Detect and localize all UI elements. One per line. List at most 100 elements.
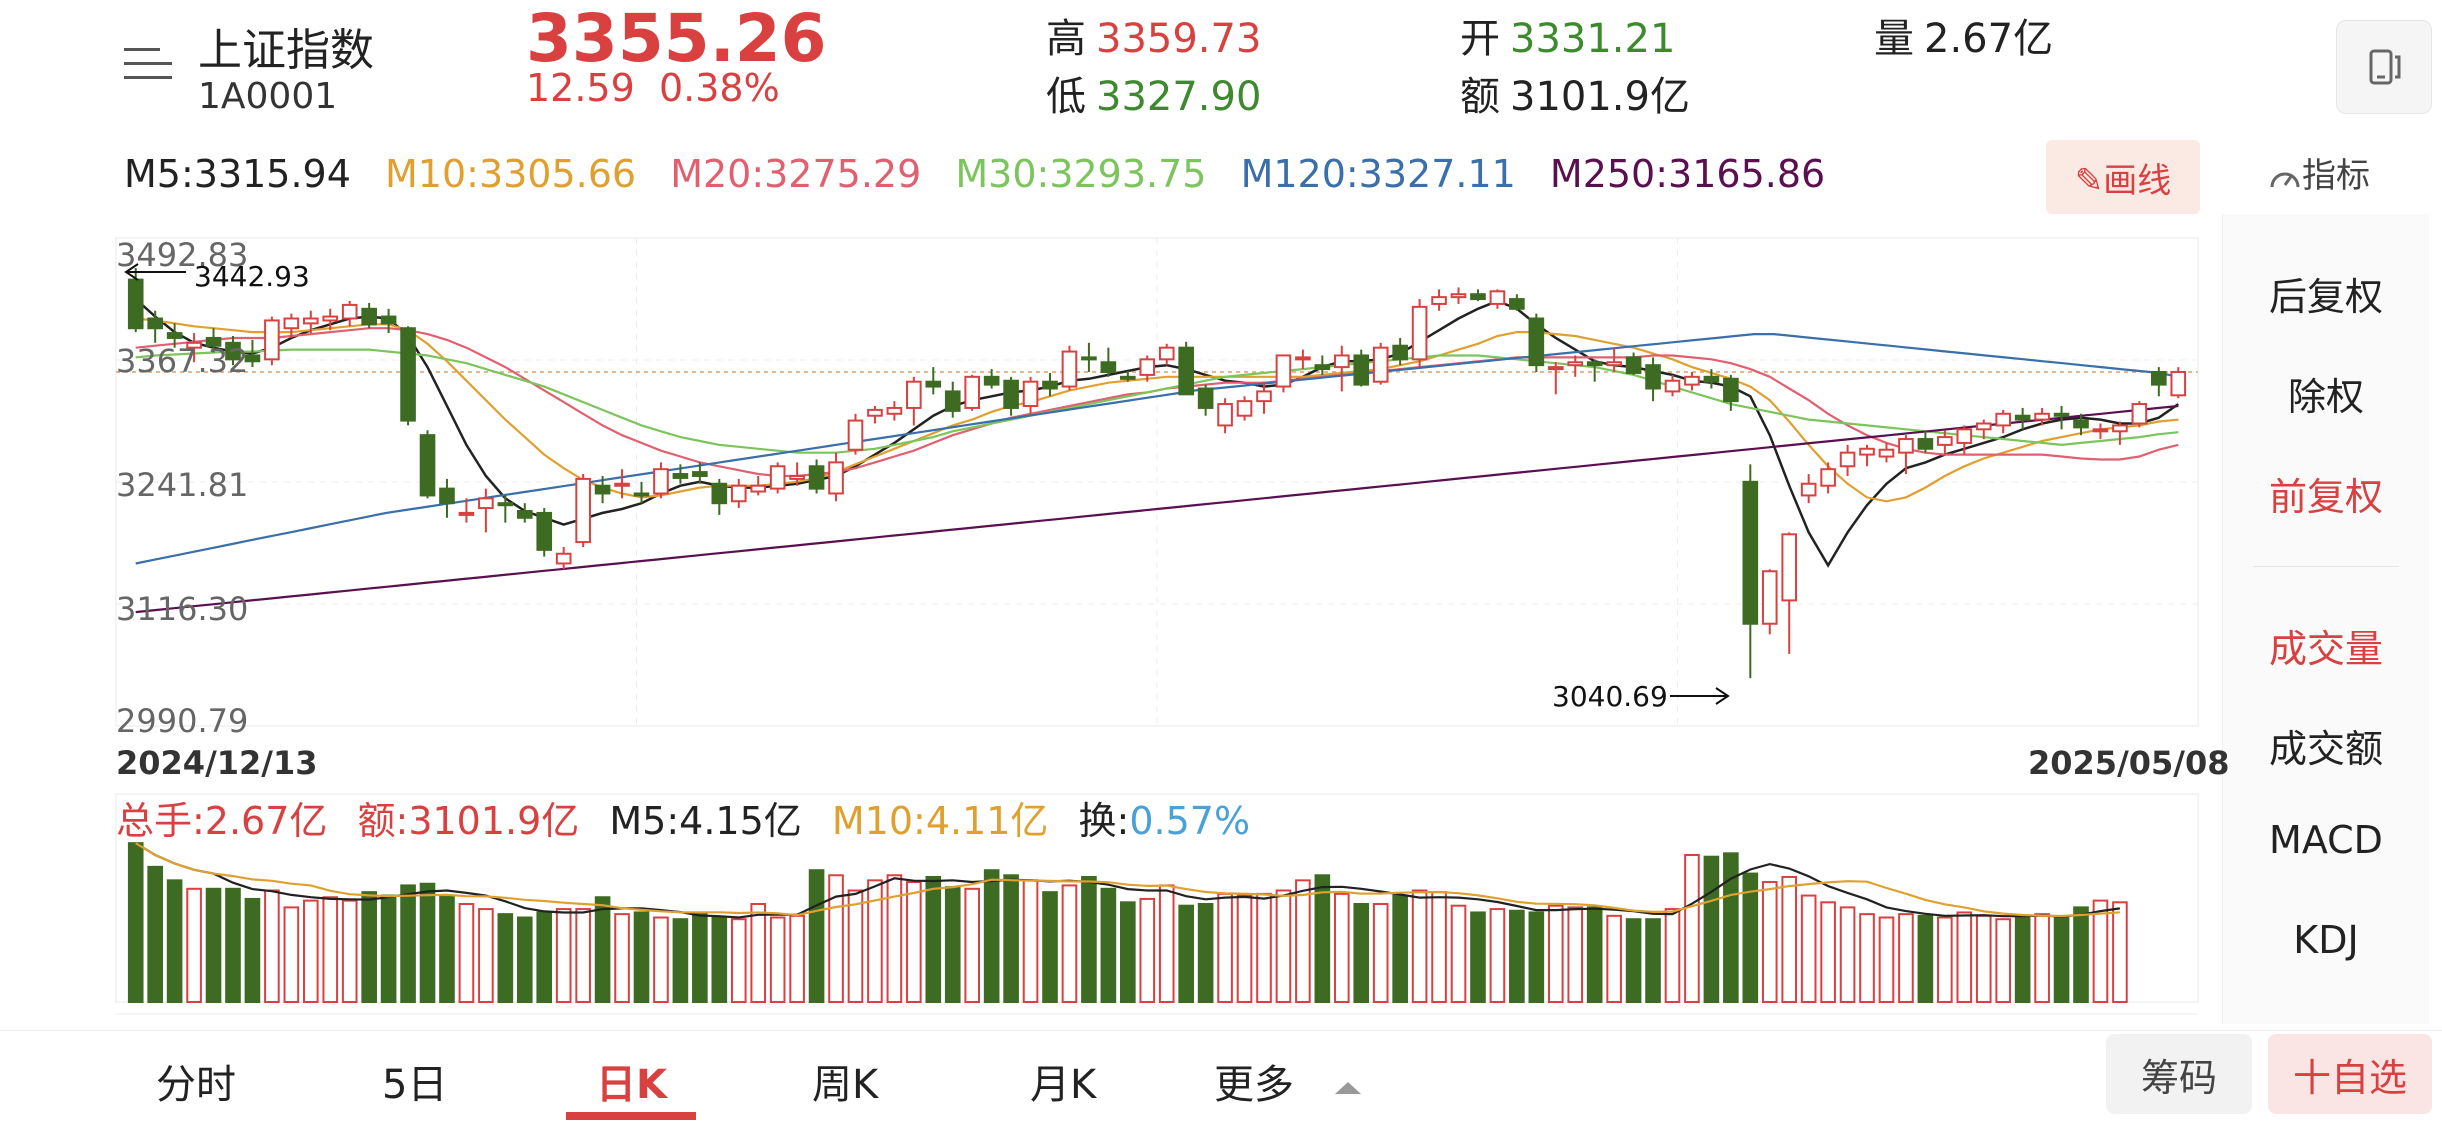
candle-down [2073, 419, 2089, 429]
candle-up [847, 419, 864, 451]
candle-down [536, 511, 553, 551]
volume-bar [2053, 916, 2070, 1004]
volume-bar [1528, 911, 1545, 1003]
volume-bar [361, 891, 377, 1004]
ma-legend: M5:3315.94 M10:3305.66 M20:3275.29 M30:3… [124, 152, 1825, 196]
candle-down [439, 487, 455, 505]
gauge-icon [2270, 172, 2300, 187]
candle-up [1761, 570, 1778, 625]
volume-bar [555, 908, 572, 1004]
tab-more[interactable]: 更多 [1214, 1052, 1365, 1110]
volume-bar [166, 879, 183, 1004]
volume-bar [1178, 904, 1194, 1004]
ma5-legend: M5:3315.94 [124, 152, 351, 196]
volume-bar [516, 916, 533, 1004]
turnover-label: 换: [1078, 799, 1130, 843]
volume-bar [1742, 872, 1759, 1003]
kline-chart[interactable] [0, 0, 2222, 1030]
candle-up [478, 497, 494, 510]
volume-bar [1256, 892, 1272, 1003]
ma-line-m250 [135, 404, 2179, 614]
side-forward-adjust[interactable]: 前复权 [2268, 475, 2383, 519]
candle-down [2053, 412, 2070, 417]
volume-bar [400, 884, 416, 1003]
low-value: 3327.90 [1096, 74, 1262, 120]
volume-bar [1333, 892, 1350, 1003]
volume-bar [380, 894, 397, 1003]
price-change: 12.59 0.38% [526, 66, 780, 110]
volume-bar [186, 887, 202, 1004]
candle-up [1061, 350, 1078, 388]
chip-distribution-button[interactable]: 筹码 [2106, 1034, 2252, 1114]
tab-5day[interactable]: 5日 [382, 1062, 448, 1108]
side-ex-right[interactable]: 除权 [2287, 375, 2364, 419]
candle-down [516, 509, 533, 519]
volume-bar [1781, 875, 1798, 1003]
indicator-button[interactable]: 指标 [2268, 148, 2370, 197]
volume-bar [944, 886, 961, 1003]
candle-up [575, 477, 591, 544]
volume-bar [1723, 852, 1739, 1003]
side-back-adjust[interactable]: 后复权 [2268, 275, 2383, 319]
volume-bar [964, 887, 981, 1004]
change-value: 12.59 [526, 66, 635, 110]
candle-up [1450, 293, 1467, 299]
candle-down [1703, 375, 1720, 383]
volume-bar [575, 908, 591, 1004]
volume-bar [1800, 894, 1817, 1003]
candle-up [1859, 447, 1875, 456]
ma-line-m10 [135, 317, 2179, 503]
tab-daily-k[interactable]: 日K [596, 1062, 667, 1108]
tab-monthly-k[interactable]: 月K [1030, 1062, 1097, 1108]
candle-down [380, 315, 397, 325]
candle-down [633, 492, 650, 497]
candle-down [1392, 344, 1408, 361]
candle-up [1820, 468, 1836, 487]
candle-up [186, 341, 202, 349]
side-kdj[interactable]: KDJ [2293, 918, 2359, 962]
candle-up [750, 484, 767, 493]
max-arrow-head [124, 263, 139, 281]
volume-bar [983, 869, 1000, 1003]
volume-bar [1217, 892, 1233, 1003]
candle-up [906, 380, 922, 409]
volume-bar [536, 911, 553, 1003]
candle-down [672, 473, 689, 479]
volume-bar [1975, 914, 1992, 1003]
volume-panel-frame [115, 793, 2199, 1003]
candle-down [692, 471, 708, 477]
volume-bar [1295, 879, 1311, 1004]
candle-up [1995, 412, 2012, 427]
candle-down [1723, 377, 1739, 403]
volume-bar [205, 887, 222, 1004]
add-watchlist-button[interactable]: 十自选 [2268, 1034, 2432, 1114]
volume-bar [672, 918, 689, 1003]
tab-intraday[interactable]: 分时 [156, 1062, 236, 1108]
volume-bar [1625, 918, 1642, 1003]
candle-down [147, 317, 163, 330]
volume-bar [1236, 894, 1253, 1003]
candle-up [867, 408, 883, 417]
side-volume[interactable]: 成交量 [2268, 627, 2383, 671]
volume-bar [2014, 914, 2031, 1003]
volume-bar [264, 889, 280, 1003]
volume-bar [1917, 914, 1934, 1003]
phone-rotate-button[interactable] [2336, 20, 2432, 114]
candle-down [1645, 364, 1661, 390]
volume-bar [1606, 914, 1622, 1003]
caret-up-icon [1334, 1082, 1361, 1094]
volume-bar [906, 881, 922, 1003]
draw-button[interactable]: ✎画线 [2046, 140, 2200, 214]
candle-down [925, 380, 942, 388]
candle-up [1372, 346, 1389, 383]
tab-weekly-k[interactable]: 周K [812, 1062, 879, 1108]
volume-bar [828, 874, 844, 1004]
side-macd[interactable]: MACD [2269, 818, 2383, 862]
side-amount[interactable]: 成交额 [2268, 727, 2383, 771]
volume-bar [322, 896, 339, 1004]
menu-icon[interactable] [124, 44, 172, 84]
volume-bar [1995, 918, 2012, 1003]
candle-down [1528, 317, 1545, 367]
volume-bar [1956, 911, 1973, 1003]
volume-stat: 量 2.67亿 [1874, 6, 2053, 64]
